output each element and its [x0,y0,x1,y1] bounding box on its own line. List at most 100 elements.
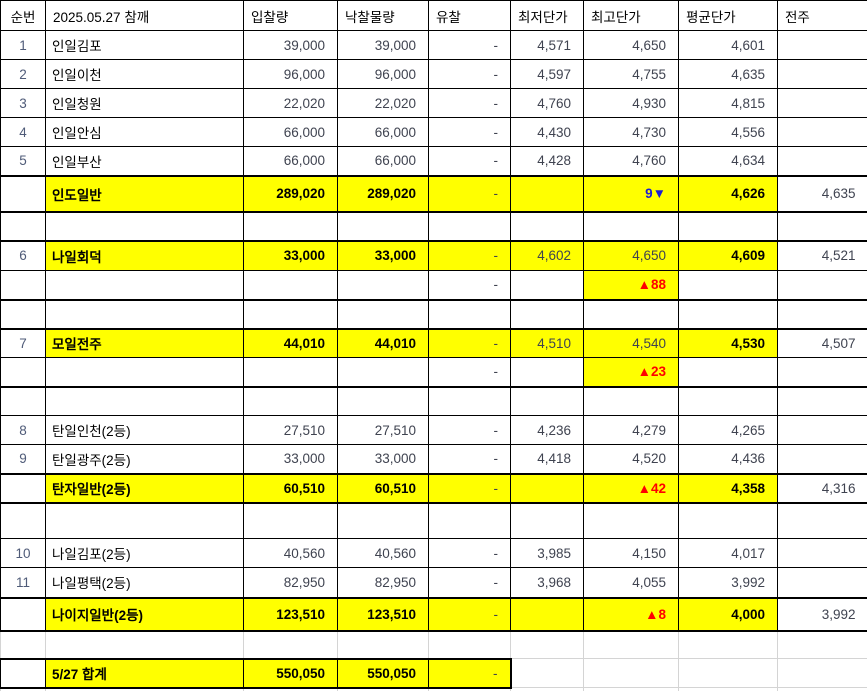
cell-bid-qty[interactable]: 66,000 [243,146,338,176]
cell-bid-qty[interactable]: 60,510 [243,472,338,504]
cell-min-price[interactable]: 4,597 [510,59,584,89]
cell-name[interactable] [45,299,244,329]
cell-failed[interactable]: - [428,270,511,301]
cell-seq[interactable] [0,687,46,691]
cell-min-price[interactable] [510,658,584,688]
cell-won-qty[interactable]: 60,510 [337,472,429,504]
cell-max-price[interactable] [583,502,679,539]
cell-bid-qty[interactable]: 66,000 [243,117,338,147]
cell-seq[interactable] [0,357,46,388]
cell-won-qty[interactable] [337,299,429,329]
cell-won-qty[interactable]: 82,950 [337,567,429,598]
cell-min-price[interactable]: 4,510 [510,327,584,358]
cell-max-price[interactable] [583,687,679,691]
cell-bid-qty[interactable] [243,687,338,691]
cell-prev-week[interactable] [777,658,867,688]
cell-min-price[interactable]: 4,602 [510,239,584,271]
cell-failed[interactable]: - [428,444,511,474]
cell-bid-qty[interactable] [243,502,338,539]
cell-seq[interactable]: 1 [0,30,46,60]
header-won-qty[interactable]: 낙찰물량 [337,0,429,31]
cell-min-price[interactable]: 4,428 [510,146,584,176]
cell-prev-week[interactable] [777,146,867,176]
header-name[interactable]: 2025.05.27 참깨 [45,0,244,31]
cell-name[interactable]: 탄일인천(2등) [45,415,244,445]
cell-bid-qty[interactable] [243,211,338,241]
cell-failed[interactable] [428,630,511,659]
cell-min-price[interactable] [510,630,584,659]
cell-min-price[interactable] [510,270,584,301]
cell-bid-qty[interactable] [243,630,338,659]
cell-seq[interactable] [0,630,46,659]
cell-avg-price[interactable]: 4,634 [678,146,778,176]
cell-failed[interactable]: - [428,59,511,89]
cell-prev-week[interactable] [777,538,867,568]
cell-name[interactable]: 인도일반 [45,174,244,213]
cell-seq[interactable] [0,502,46,539]
cell-bid-qty[interactable]: 22,020 [243,88,338,118]
cell-prev-week[interactable] [777,30,867,60]
cell-min-price[interactable]: 4,418 [510,444,584,474]
cell-min-price[interactable]: 4,430 [510,117,584,147]
cell-seq[interactable] [0,386,46,416]
cell-avg-price[interactable]: 4,265 [678,415,778,445]
cell-failed[interactable]: - [428,357,511,388]
cell-prev-week[interactable]: 4,635 [777,174,867,213]
cell-failed[interactable] [428,299,511,329]
cell-max-price[interactable]: 4,279 [583,415,679,445]
header-avg-price[interactable]: 평균단가 [678,0,778,31]
cell-won-qty[interactable] [337,211,429,241]
cell-min-price[interactable]: 4,760 [510,88,584,118]
cell-seq[interactable] [0,174,46,213]
cell-prev-week[interactable] [777,211,867,241]
cell-avg-price[interactable]: 4,017 [678,538,778,568]
cell-name[interactable]: 탄자일반(2등) [45,472,244,504]
cell-seq[interactable]: 5 [0,146,46,176]
delta-up-cell[interactable]: ▲42 [583,472,679,504]
cell-failed[interactable]: - [428,30,511,60]
cell-avg-price[interactable]: 4,436 [678,444,778,474]
cell-max-price[interactable]: 4,760 [583,146,679,176]
cell-bid-qty[interactable] [243,299,338,329]
cell-min-price[interactable] [510,687,584,691]
cell-avg-price[interactable] [678,211,778,241]
cell-prev-week[interactable] [777,299,867,329]
cell-bid-qty[interactable] [243,386,338,416]
cell-bid-qty[interactable]: 40,560 [243,538,338,568]
cell-max-price[interactable]: 4,540 [583,327,679,358]
header-failed[interactable]: 유찰 [428,0,511,31]
cell-failed[interactable] [428,687,511,691]
cell-won-qty[interactable]: 27,510 [337,415,429,445]
cell-name[interactable] [45,357,244,388]
cell-avg-price[interactable] [678,299,778,329]
cell-bid-qty[interactable]: 82,950 [243,567,338,598]
cell-failed[interactable]: - [428,117,511,147]
cell-min-price[interactable] [510,386,584,416]
cell-seq[interactable]: 3 [0,88,46,118]
cell-name[interactable]: 모일전주 [45,327,244,358]
cell-prev-week[interactable] [777,630,867,659]
cell-prev-week[interactable] [777,88,867,118]
cell-avg-price[interactable]: 4,635 [678,59,778,89]
cell-name[interactable]: 나이지일반(2등) [45,596,244,632]
cell-failed[interactable]: - [428,596,511,632]
cell-avg-price[interactable] [678,357,778,388]
cell-failed[interactable]: - [428,567,511,598]
cell-seq[interactable] [0,270,46,301]
cell-max-price[interactable]: 4,650 [583,239,679,271]
cell-bid-qty[interactable]: 96,000 [243,59,338,89]
cell-seq[interactable] [0,657,46,689]
cell-prev-week[interactable]: 4,507 [777,327,867,358]
cell-prev-week[interactable] [777,502,867,539]
cell-name[interactable] [45,502,244,539]
cell-max-price[interactable]: 4,520 [583,444,679,474]
cell-seq[interactable]: 8 [0,415,46,445]
cell-min-price[interactable]: 3,968 [510,567,584,598]
cell-avg-price[interactable]: 4,601 [678,30,778,60]
cell-bid-qty[interactable] [243,357,338,388]
cell-min-price[interactable] [510,299,584,329]
delta-up-cell[interactable]: ▲88 [583,270,679,301]
cell-max-price[interactable] [583,299,679,329]
cell-name[interactable] [45,630,244,659]
cell-min-price[interactable]: 4,571 [510,30,584,60]
